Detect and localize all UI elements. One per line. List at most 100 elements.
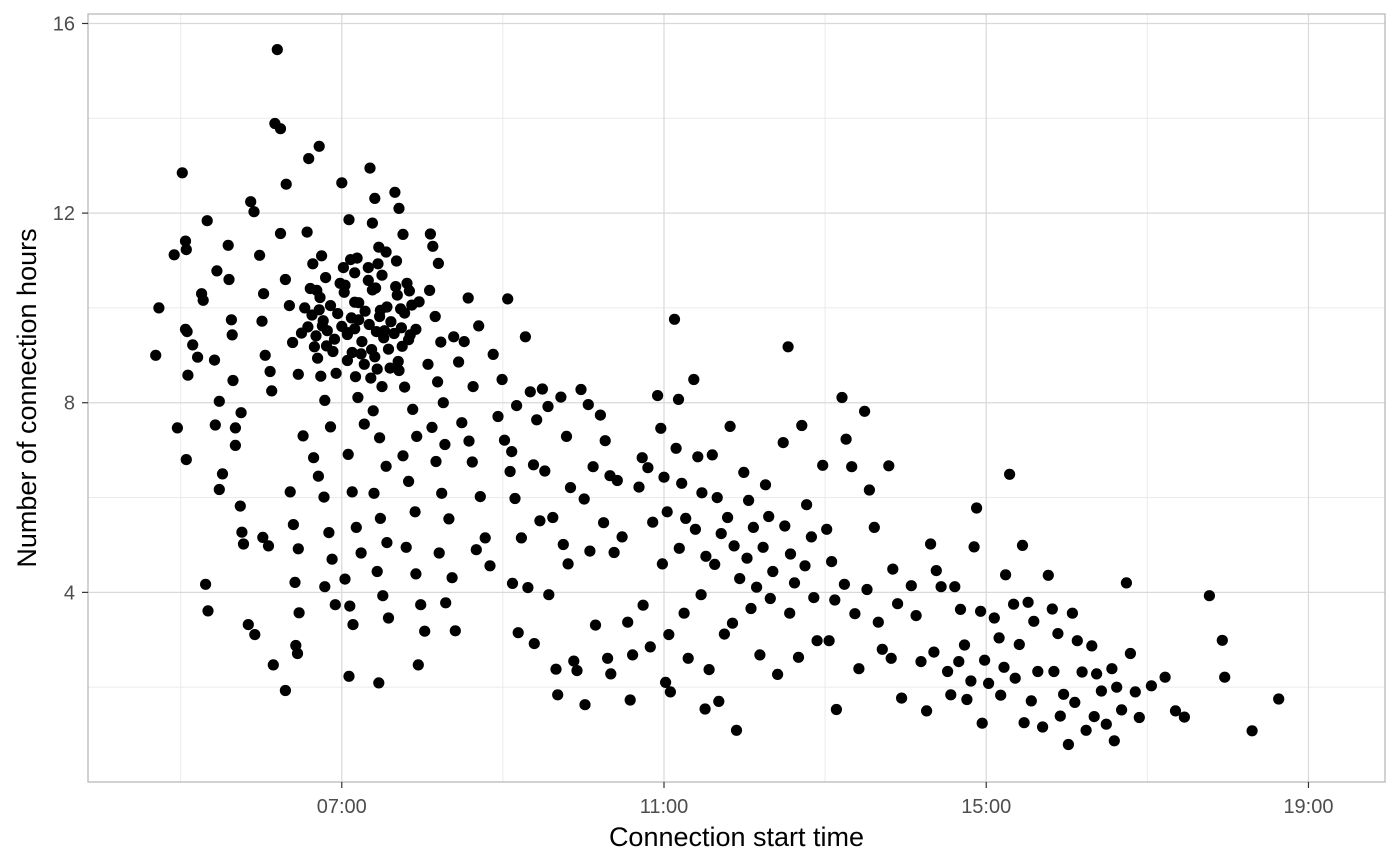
data-point xyxy=(543,589,555,601)
data-point xyxy=(552,689,564,701)
data-point xyxy=(930,565,942,577)
data-point xyxy=(670,442,682,454)
data-point xyxy=(599,435,611,447)
data-point xyxy=(424,284,436,296)
data-point xyxy=(709,558,721,571)
data-point xyxy=(998,661,1010,673)
data-point xyxy=(1069,696,1081,709)
data-point xyxy=(283,300,295,312)
data-point xyxy=(764,592,776,605)
data-point xyxy=(413,296,425,308)
data-point xyxy=(767,565,779,578)
data-point xyxy=(397,228,409,240)
data-point xyxy=(427,240,439,252)
data-point xyxy=(622,616,634,628)
data-point xyxy=(562,558,574,570)
data-point xyxy=(467,381,479,393)
data-point xyxy=(463,435,475,447)
data-point xyxy=(664,686,677,698)
data-point xyxy=(887,563,899,575)
data-point xyxy=(320,272,332,284)
data-point xyxy=(343,214,355,226)
data-point xyxy=(466,456,478,468)
data-point xyxy=(808,592,820,604)
data-point xyxy=(338,286,350,298)
data-point xyxy=(403,285,415,297)
data-point xyxy=(672,393,685,405)
data-point xyxy=(223,273,235,286)
data-point xyxy=(319,581,331,593)
data-point xyxy=(801,499,813,511)
data-point xyxy=(393,202,405,214)
data-point xyxy=(374,432,386,444)
y-tick-label: 8 xyxy=(64,393,75,415)
data-point xyxy=(430,455,442,468)
data-point xyxy=(728,540,740,552)
data-point xyxy=(536,383,549,395)
data-point xyxy=(550,663,562,675)
data-point xyxy=(1004,468,1016,480)
data-point xyxy=(349,267,361,279)
data-point xyxy=(362,274,374,286)
data-point xyxy=(539,465,551,477)
data-point xyxy=(575,383,587,396)
data-point xyxy=(236,526,248,538)
data-point xyxy=(741,552,753,564)
data-point xyxy=(935,581,947,593)
data-point xyxy=(528,638,540,650)
data-point xyxy=(1169,705,1182,717)
data-point xyxy=(1046,603,1058,615)
data-point xyxy=(885,652,897,664)
data-point xyxy=(411,430,423,442)
data-point xyxy=(396,340,408,352)
data-point xyxy=(222,239,234,251)
data-point xyxy=(722,511,734,524)
data-point xyxy=(436,487,448,499)
data-point xyxy=(655,422,667,434)
data-point xyxy=(377,590,389,602)
data-point xyxy=(352,391,364,404)
data-point xyxy=(1219,671,1231,683)
data-point xyxy=(688,373,700,386)
data-point xyxy=(921,705,933,717)
data-point xyxy=(1159,671,1171,683)
data-point xyxy=(718,628,731,640)
x-tick-label: 11:00 xyxy=(640,796,689,818)
data-point xyxy=(366,217,378,229)
data-point xyxy=(381,301,393,313)
data-point xyxy=(367,405,379,417)
data-point xyxy=(584,545,596,557)
data-point xyxy=(624,694,636,706)
data-point xyxy=(751,581,763,593)
data-point xyxy=(235,407,247,419)
data-point xyxy=(350,521,362,534)
data-point xyxy=(355,547,367,559)
data-point xyxy=(314,291,326,304)
data-point xyxy=(696,487,708,499)
data-point xyxy=(1071,635,1083,647)
data-point xyxy=(730,724,743,736)
data-point xyxy=(1013,638,1025,651)
data-point xyxy=(226,329,238,341)
data-point xyxy=(319,394,331,406)
data-point xyxy=(287,519,299,531)
data-point xyxy=(976,717,988,729)
data-point xyxy=(202,605,214,617)
data-point xyxy=(713,695,725,708)
data-point xyxy=(245,196,257,208)
data-point xyxy=(965,675,977,687)
data-point xyxy=(343,670,355,682)
data-point xyxy=(953,656,965,668)
data-point xyxy=(1054,710,1066,722)
data-point xyxy=(368,487,380,499)
data-point xyxy=(531,414,543,426)
data-point xyxy=(668,313,681,325)
data-point xyxy=(711,492,723,504)
data-point xyxy=(473,320,485,332)
data-point xyxy=(344,600,356,612)
data-point xyxy=(678,607,690,619)
data-point xyxy=(747,521,760,534)
data-point xyxy=(359,305,371,317)
data-point xyxy=(310,330,322,342)
data-point xyxy=(382,612,395,624)
